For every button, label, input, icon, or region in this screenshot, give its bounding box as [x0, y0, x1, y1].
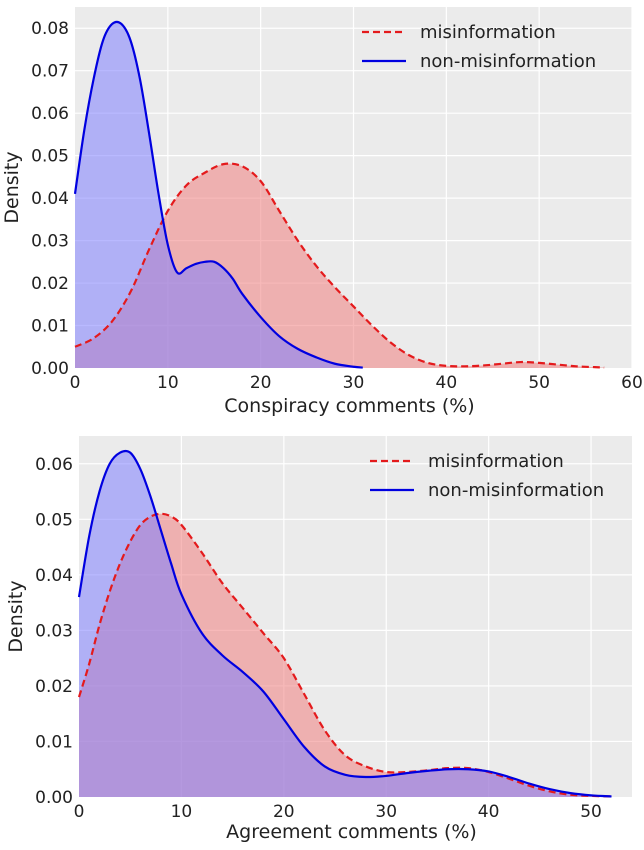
- y-tick-label: 0.08: [31, 19, 69, 39]
- x-tick-label: 40: [478, 802, 500, 822]
- legend-label-non-misinformation: non-misinformation: [428, 480, 604, 501]
- y-tick-label: 0.02: [31, 274, 69, 294]
- y-tick-label: 0.04: [35, 566, 73, 586]
- x-tick-label: 60: [621, 373, 643, 393]
- x-tick-label: 30: [343, 373, 365, 393]
- legend: misinformation non-misinformation: [362, 22, 596, 72]
- legend-label-misinformation: misinformation: [420, 22, 556, 43]
- misinformation-density-line: [77, 512, 612, 798]
- y-axis-label: Density: [1, 151, 23, 223]
- y-tick-label: 0.00: [31, 359, 69, 379]
- y-tick-label: 0.05: [35, 510, 73, 530]
- non-misinformation-density-line: [73, 20, 363, 369]
- y-tick-label: 0.02: [35, 677, 73, 697]
- legend-label-non-misinformation: non-misinformation: [420, 51, 596, 72]
- y-axis-label: Density: [5, 580, 27, 652]
- y-tick-label: 0.07: [31, 62, 69, 82]
- y-tick-label: 0.04: [31, 189, 69, 209]
- y-tick-label: 0.03: [31, 232, 69, 252]
- y-tick-label: 0.03: [35, 621, 73, 641]
- x-tick-label: 10: [157, 373, 179, 393]
- agreement-density-chart: 0 10 20 30 40 50 0.00 0.01 0.02 0.03 0.04 0.05 0.06 A…: [5, 436, 632, 843]
- x-tick-label: 30: [375, 802, 397, 822]
- non-misinformation-density-area: [75, 21, 363, 369]
- misinformation-density-line: [74, 162, 605, 369]
- x-tick-label: 40: [436, 373, 458, 393]
- x-tick-label: 20: [250, 373, 272, 393]
- x-axis-label: Conspiracy comments (%): [224, 395, 474, 417]
- x-tick-label: 50: [528, 373, 550, 393]
- y-tick-label: 0.01: [35, 732, 73, 752]
- legend-label-misinformation: misinformation: [428, 451, 564, 472]
- y-tick-label: 0.00: [35, 788, 73, 808]
- x-tick-label: 20: [273, 802, 295, 822]
- y-tick-label: 0.01: [31, 317, 69, 337]
- y-tick-label: 0.05: [31, 147, 69, 167]
- y-tick-label: 0.06: [35, 455, 73, 475]
- legend: misinformation non-misinformation: [370, 451, 604, 501]
- x-axis-label: Agreement comments (%): [226, 821, 477, 843]
- y-tick-label: 0.06: [31, 104, 69, 124]
- non-misinformation-density-area: [79, 450, 612, 797]
- x-tick-label: 10: [171, 802, 193, 822]
- conspiracy-density-chart: 0 10 20 30 40 50 60 0.00 0.01 0.02 0.03 0.04 0.05 0.0…: [1, 7, 643, 417]
- x-tick-label: 0: [74, 802, 85, 822]
- x-tick-label: 50: [580, 802, 602, 822]
- x-tick-label: 0: [70, 373, 81, 393]
- non-misinformation-density-line: [77, 449, 612, 798]
